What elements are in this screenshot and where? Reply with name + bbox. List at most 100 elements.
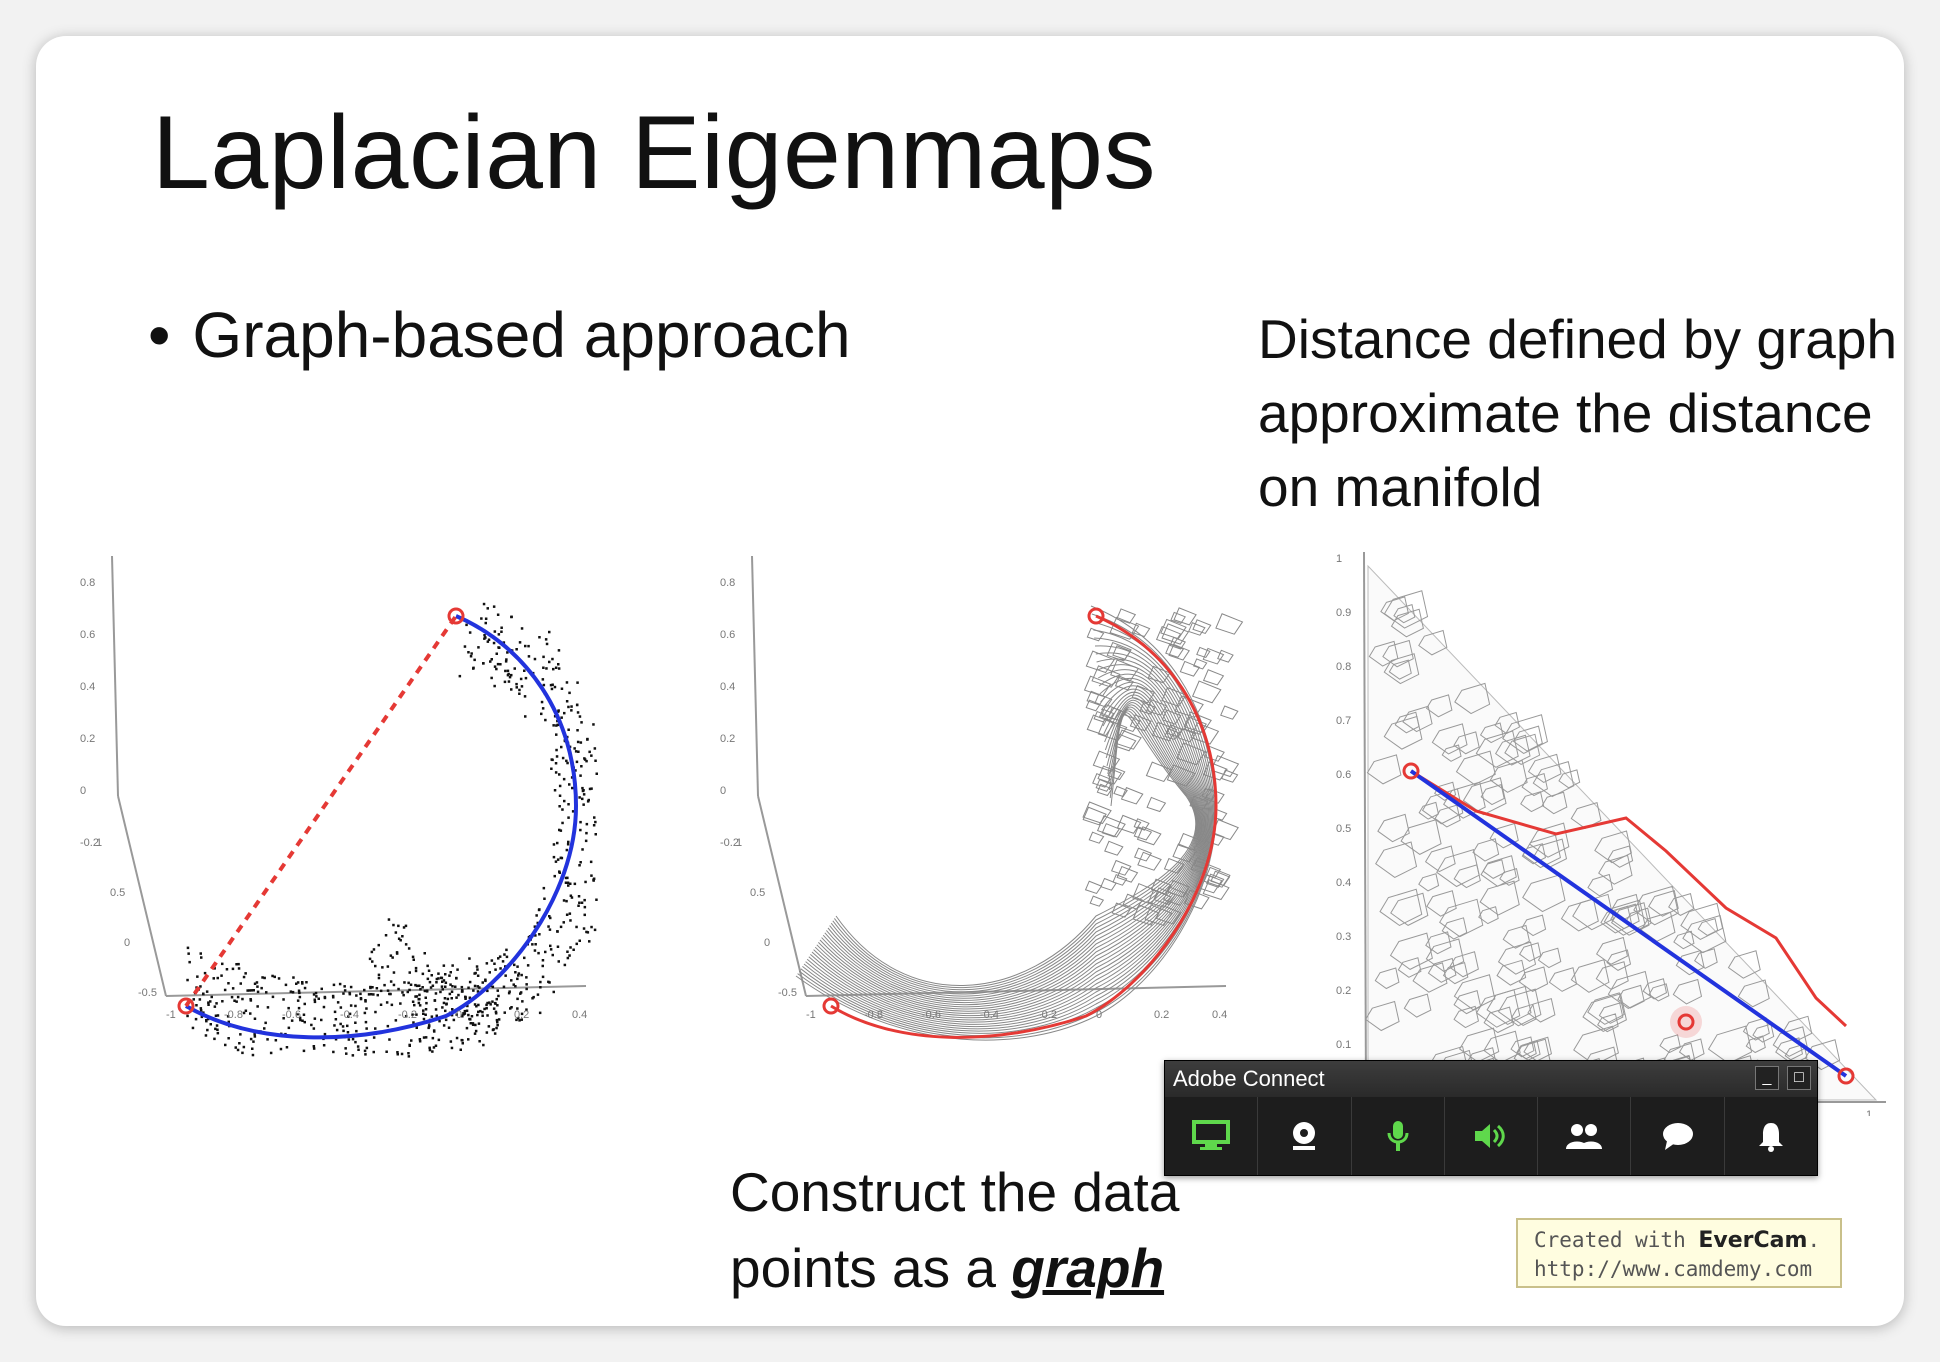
minimize-button[interactable]: _ — [1755, 1066, 1779, 1090]
data-point — [404, 1015, 408, 1018]
data-point — [575, 925, 578, 929]
data-point — [473, 984, 477, 988]
data-point — [220, 974, 223, 977]
data-point — [441, 1006, 444, 1009]
graph-cell — [1116, 814, 1142, 834]
data-point — [253, 982, 257, 985]
data-point — [425, 1001, 428, 1005]
slide: Laplacian Eigenmaps • Graph-based approac… — [36, 36, 1904, 1326]
graph-edge — [805, 652, 1211, 1028]
data-point — [579, 861, 582, 864]
data-point — [595, 898, 598, 901]
data-point — [237, 962, 240, 966]
chat-button[interactable] — [1631, 1097, 1725, 1175]
graph-cell — [1205, 830, 1225, 846]
data-point — [428, 1048, 432, 1052]
data-point — [478, 986, 481, 989]
share-screen-button[interactable] — [1165, 1097, 1259, 1175]
data-point — [542, 655, 545, 659]
data-point — [369, 993, 373, 996]
maximize-button[interactable]: □ — [1787, 1066, 1811, 1090]
data-point — [413, 1003, 416, 1007]
evercam-watermark: Created with EverCam. http://www.camdemy… — [1516, 1218, 1842, 1288]
data-point — [448, 974, 451, 977]
graph-cell — [1421, 788, 1464, 825]
data-point — [548, 928, 552, 931]
graph-edge — [829, 706, 1199, 995]
data-point — [557, 709, 560, 712]
graph-edge — [798, 621, 1215, 1037]
data-point — [390, 1003, 394, 1007]
data-point — [516, 997, 519, 1001]
data-point — [490, 959, 494, 962]
graph-cell — [1418, 801, 1439, 820]
data-point — [558, 773, 561, 776]
attendees-button[interactable] — [1538, 1097, 1632, 1175]
data-point — [423, 989, 427, 993]
data-point — [385, 1050, 388, 1053]
notification-button[interactable] — [1725, 1097, 1817, 1175]
data-point — [557, 663, 560, 666]
speaker-button[interactable] — [1445, 1097, 1539, 1175]
data-point — [525, 987, 528, 991]
data-point — [510, 673, 513, 677]
graph-cell — [1193, 658, 1208, 670]
graph-cell — [1528, 822, 1570, 858]
data-point — [199, 952, 202, 955]
data-point — [561, 808, 564, 811]
data-point — [454, 985, 457, 988]
data-point — [523, 695, 527, 698]
watermark-url[interactable]: http://www.camdemy.com — [1534, 1257, 1813, 1281]
data-point — [466, 1004, 469, 1008]
graph-cell — [1479, 722, 1504, 744]
data-point — [347, 1038, 351, 1041]
data-point — [209, 1000, 212, 1003]
data-point — [552, 724, 555, 727]
graph-edge — [810, 669, 1209, 1021]
graph-cell — [1607, 845, 1634, 868]
data-point — [422, 1017, 426, 1021]
data-point — [404, 943, 408, 946]
data-point — [266, 1038, 269, 1041]
data-point — [199, 985, 202, 988]
data-point — [422, 1036, 426, 1039]
data-point — [315, 995, 318, 998]
adobe-connect-titlebar[interactable]: Adobe Connect _ □ — [1165, 1061, 1817, 1097]
data-point-cloud — [186, 602, 598, 1058]
tick-label: -0.6 — [282, 1009, 301, 1021]
graph-cell — [1441, 917, 1468, 940]
data-point — [266, 1006, 270, 1009]
graph-edge — [821, 694, 1203, 1006]
data-point — [471, 1023, 475, 1026]
data-point — [269, 1051, 273, 1055]
microphone-button[interactable] — [1352, 1097, 1445, 1175]
data-point — [450, 1013, 454, 1017]
data-point — [444, 985, 447, 988]
data-point — [555, 755, 559, 758]
data-point — [583, 905, 587, 909]
webcam-button[interactable] — [1258, 1097, 1352, 1175]
data-point — [249, 1012, 252, 1015]
data-point — [437, 1038, 441, 1042]
data-point — [252, 989, 255, 992]
data-point — [486, 1014, 489, 1017]
data-point — [298, 991, 301, 995]
graph-cell — [1146, 699, 1168, 716]
data-point — [480, 617, 483, 620]
data-point — [537, 951, 540, 955]
data-point — [496, 1020, 499, 1024]
tick-label: -0.8 — [864, 1009, 883, 1021]
data-point — [402, 926, 406, 929]
data-point — [482, 602, 486, 606]
data-point — [363, 1049, 367, 1053]
data-point — [468, 996, 472, 999]
data-point — [349, 985, 353, 989]
data-point — [235, 1000, 238, 1003]
data-point — [500, 626, 503, 629]
data-point — [580, 721, 583, 724]
graph-cell — [1204, 745, 1225, 762]
data-point — [242, 975, 246, 979]
graph-cell — [1173, 607, 1197, 626]
note-graph-distance: Distance defined by graph approximate th… — [1258, 308, 1898, 518]
graph-cell — [1211, 808, 1228, 821]
